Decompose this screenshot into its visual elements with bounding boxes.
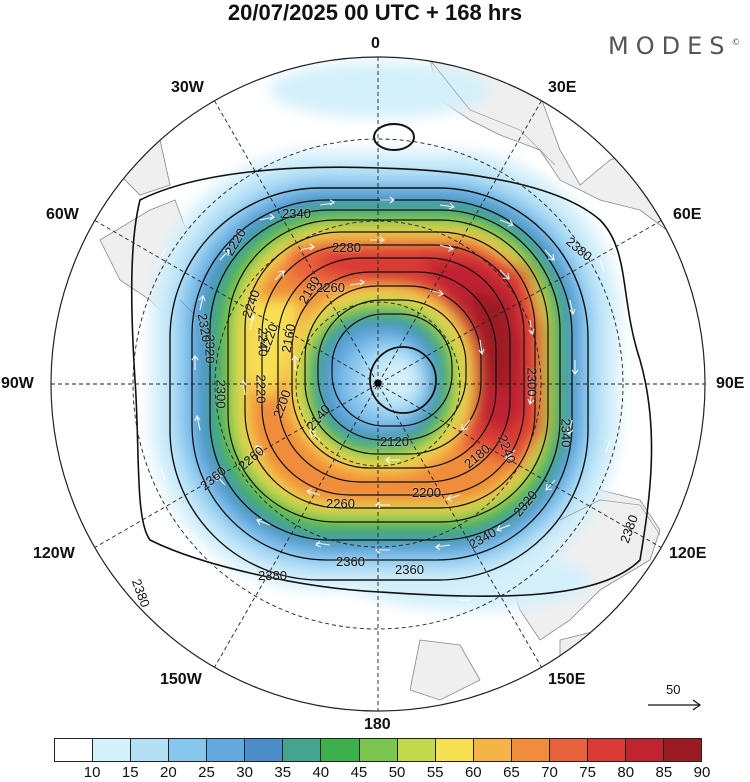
colorbar-cell: [93, 739, 132, 761]
colorbar-cell: [359, 739, 398, 761]
contour-label: 2280: [332, 240, 361, 255]
lon-label-30w: 30W: [171, 79, 204, 96]
colorbar-cell: [664, 739, 702, 761]
lon-label-90w: 90W: [1, 375, 34, 392]
contour-label: 2340: [558, 418, 574, 448]
colorbar: [54, 738, 702, 762]
colorbar-cell: [131, 739, 170, 761]
brand-mark: ©: [731, 38, 741, 48]
height-contours: [130, 123, 653, 597]
colorbar-cell: [511, 739, 550, 761]
contour-label: 2360: [395, 562, 424, 577]
colorbar-tick-label: 10: [83, 764, 101, 781]
colorbar-tick-label: 35: [274, 764, 292, 781]
colorbar-cell: [321, 739, 360, 761]
contour-label: 2120: [380, 434, 409, 449]
colorbar-cell: [397, 739, 436, 761]
brand-text: MODES: [608, 32, 732, 60]
colorbar-tick-label: 85: [655, 764, 673, 781]
lon-label-60e: 60E: [673, 206, 702, 223]
lon-label-120e: 120E: [669, 545, 707, 562]
map-boundary: [50, 56, 706, 712]
colorbar-cell: [55, 739, 94, 761]
colorbar-tick-label: 25: [198, 764, 215, 781]
contour-label: 2200: [412, 485, 441, 500]
colorbar-tick-label: 30: [236, 764, 253, 781]
colorbar-tick-label: 20: [160, 764, 177, 781]
colorbar-cell: [625, 739, 664, 761]
colorbar-cell: [587, 739, 626, 761]
contour-label: 2300: [524, 367, 540, 397]
colorbar-tick-label: 65: [503, 764, 520, 781]
colorbar-cell: [245, 739, 284, 761]
wind-speed-shading: [150, 62, 620, 610]
colorbar-cell: [549, 739, 588, 761]
coastlines: [179, 59, 661, 536]
colorbar-cell: [283, 739, 322, 761]
reference-vector-arrow: [648, 699, 702, 711]
contour-label: 2380: [258, 568, 287, 583]
lon-label-0: 0: [371, 35, 380, 52]
wind-vectors: [159, 119, 611, 601]
reference-vector-label: 50: [666, 682, 681, 697]
lon-label-150e: 150E: [548, 671, 586, 688]
colorbar-labels: 10 15 20 25 30 35 40 45 50 55 60 65 70 75 80 85 90: [54, 764, 711, 782]
colorbar-tick-label: 50: [388, 764, 406, 781]
contour-label: 2240: [255, 327, 271, 357]
lon-label-120w: 120W: [33, 545, 75, 562]
colorbar-tick-label: 45: [350, 764, 368, 781]
colorbar-tick-label: 40: [312, 764, 330, 781]
pole-marker: [374, 379, 382, 387]
colorbar-tick-label: 60: [464, 764, 482, 781]
contour-label: 2320: [202, 334, 218, 364]
colorbar-cell: [207, 739, 246, 761]
colorbar-tick-label: 15: [121, 764, 139, 781]
colorbar-cell: [435, 739, 474, 761]
colorbar-tick-label: 75: [579, 764, 596, 781]
lon-label-90e: 90E: [716, 375, 745, 392]
colorbar-cell: [473, 739, 512, 761]
lon-label-30e: 30E: [548, 79, 577, 96]
lon-label-150w: 150W: [160, 671, 202, 688]
colorbar-tick-label: 80: [617, 764, 635, 781]
contour-label: 2260: [316, 280, 345, 295]
map-title: 20/07/2025 00 UTC + 168 hrs: [227, 0, 523, 25]
colorbar-cell: [169, 739, 208, 761]
modes-logo: MODES©: [608, 32, 740, 60]
colorbar-tick-label: 90: [693, 764, 711, 781]
lon-label-180: 180: [364, 716, 391, 733]
contour-label: 2360: [336, 554, 365, 569]
contour-label: 2260: [326, 496, 355, 511]
colorbar-tick-label: 55: [426, 764, 444, 781]
graticule: [51, 57, 705, 711]
contour-label: 2340: [282, 206, 311, 221]
contour-label: 2300: [213, 379, 229, 409]
contour-label: 2220: [253, 374, 269, 404]
lon-label-60w: 60W: [46, 206, 79, 223]
colorbar-tick-label: 70: [541, 764, 558, 781]
